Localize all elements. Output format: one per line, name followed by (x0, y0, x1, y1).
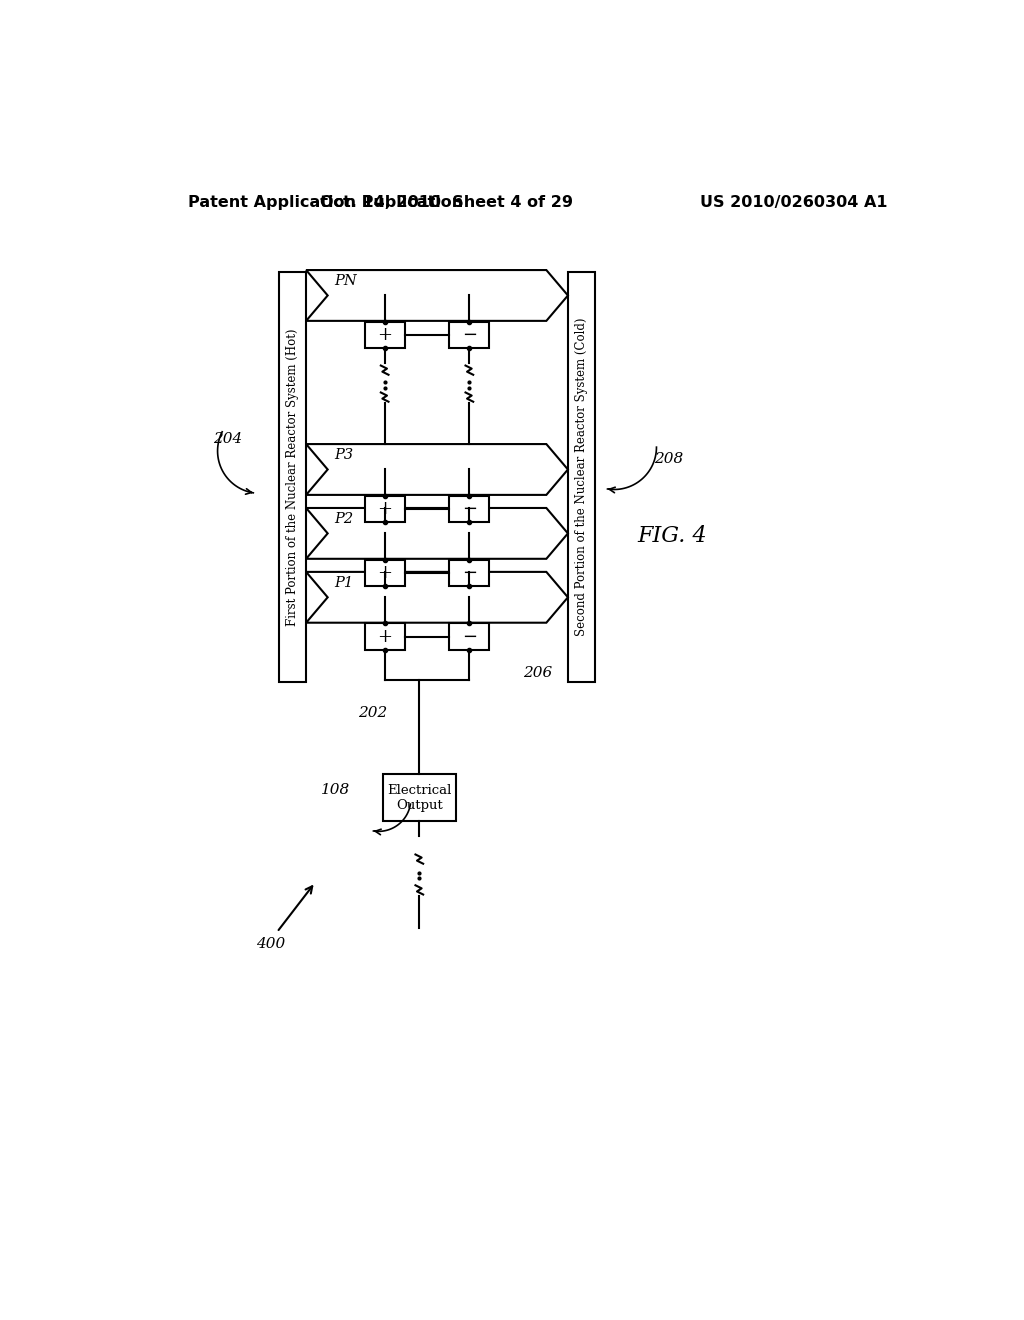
Text: US 2010/0260304 A1: US 2010/0260304 A1 (700, 195, 888, 210)
Text: 202: 202 (357, 706, 387, 719)
Text: −: − (462, 500, 477, 517)
Text: +: + (377, 500, 392, 517)
Bar (365, 560, 404, 586)
Text: Oct. 14, 2010  Sheet 4 of 29: Oct. 14, 2010 Sheet 4 of 29 (319, 195, 572, 210)
Polygon shape (306, 444, 568, 495)
Text: −: − (462, 564, 477, 582)
Bar (365, 322, 404, 348)
Text: FIG. 4: FIG. 4 (637, 525, 707, 546)
Polygon shape (306, 572, 568, 623)
Text: P3: P3 (334, 447, 353, 462)
Bar (568, 272, 595, 682)
Bar (450, 560, 489, 586)
Text: Patent Application Publication: Patent Application Publication (188, 195, 464, 210)
Bar (383, 775, 456, 821)
Polygon shape (306, 508, 568, 558)
Text: Electrical
Output: Electrical Output (387, 784, 452, 812)
Text: 400: 400 (256, 937, 286, 950)
Bar (450, 623, 489, 649)
Text: +: + (377, 627, 392, 645)
Bar (365, 623, 404, 649)
Text: +: + (377, 564, 392, 582)
Text: P2: P2 (334, 512, 353, 525)
Text: 206: 206 (523, 665, 553, 680)
Polygon shape (306, 271, 568, 321)
Bar (280, 272, 306, 682)
Text: 108: 108 (321, 783, 350, 797)
Bar (450, 322, 489, 348)
Text: First Portion of the Nuclear Reactor System (Hot): First Portion of the Nuclear Reactor Sys… (286, 329, 299, 626)
Text: Second Portion of the Nuclear Reactor System (Cold): Second Portion of the Nuclear Reactor Sy… (574, 318, 588, 636)
Text: 208: 208 (654, 451, 683, 466)
Text: −: − (462, 627, 477, 645)
Text: +: + (377, 326, 392, 343)
Bar (450, 496, 489, 521)
Text: 204: 204 (213, 433, 243, 446)
Text: PN: PN (334, 273, 356, 288)
Text: P1: P1 (334, 576, 353, 590)
Bar (365, 496, 404, 521)
Text: −: − (462, 326, 477, 343)
